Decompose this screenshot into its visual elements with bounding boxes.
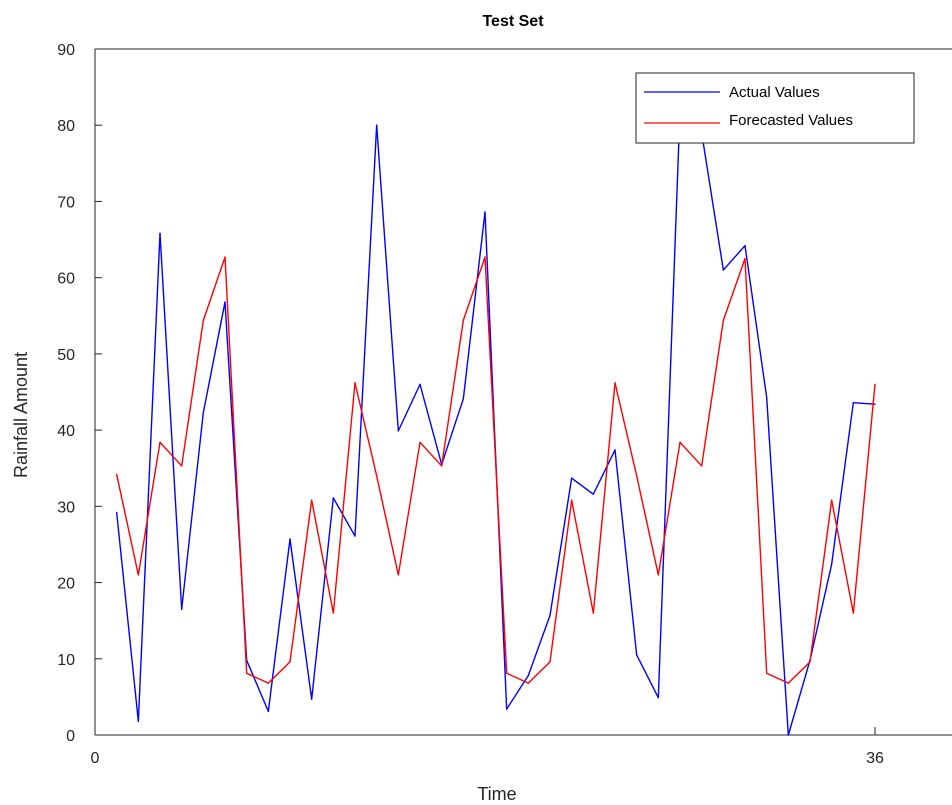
y-tick-label: 70	[57, 194, 75, 211]
x-tick-label: 0	[91, 750, 100, 767]
y-tick-label: 80	[57, 118, 75, 135]
line-segment	[440, 319, 465, 467]
line-segment	[224, 256, 248, 674]
y-tick-label: 90	[57, 42, 75, 59]
line-segment	[549, 477, 573, 617]
series-forecast	[115, 256, 876, 684]
line-segment	[332, 497, 356, 537]
line-segment	[657, 441, 681, 576]
legend-label-actual: Actual Values	[729, 84, 820, 101]
line-segment	[830, 401, 855, 565]
line-segment	[679, 441, 703, 467]
line-segment	[505, 672, 530, 684]
line-segment	[635, 475, 660, 576]
line-segment	[332, 382, 356, 614]
legend-label-forecast: Forecasted Values	[729, 112, 853, 129]
line-segment	[700, 319, 725, 467]
line-segment	[700, 132, 725, 271]
plot-area: 0 10 20 30 40 50 60 70 80 90 0 36	[57, 42, 952, 767]
y-tick-label: 20	[57, 576, 75, 593]
y-axis-ticks: 0 10 20 30 40 50 60 70 80 90	[57, 42, 102, 745]
line-segment	[570, 477, 595, 495]
line-segment	[527, 661, 551, 684]
line-segment	[354, 382, 378, 477]
chart-title: Test Set	[482, 13, 544, 30]
line-segment	[375, 124, 400, 432]
line-segment	[202, 301, 226, 414]
line-segment	[549, 499, 573, 663]
line-segment	[289, 499, 313, 663]
line-segment	[614, 382, 638, 477]
line-segment	[570, 499, 595, 614]
x-axis-ticks: 0 36	[91, 727, 884, 767]
x-tick-label: 36	[866, 750, 884, 767]
line-segment	[289, 538, 313, 700]
line-segment	[614, 449, 638, 656]
y-tick-label: 0	[66, 728, 75, 745]
line-segment	[809, 563, 833, 662]
line-segment	[115, 473, 140, 576]
line-segment	[354, 124, 378, 537]
line-segment	[375, 475, 400, 576]
line-segment	[245, 672, 270, 684]
line-segment	[462, 256, 486, 322]
line-segment	[744, 244, 768, 399]
line-segment	[722, 244, 746, 271]
line-segment	[462, 211, 486, 400]
line-segment	[419, 441, 443, 467]
line-segment	[202, 256, 226, 322]
y-tick-label: 60	[57, 271, 75, 288]
y-axis-label: Rainfall Amount	[11, 352, 31, 478]
line-segment	[245, 659, 270, 713]
line-segment	[765, 672, 790, 684]
line-segment	[115, 511, 140, 722]
line-segment	[484, 256, 508, 674]
line-segment	[787, 659, 811, 736]
line-segment	[592, 449, 616, 495]
y-tick-label: 10	[57, 652, 75, 669]
series-actual	[115, 109, 876, 736]
legend-box	[635, 72, 915, 144]
line-segment	[635, 654, 660, 699]
y-tick-label: 50	[57, 347, 75, 364]
line-segment	[592, 382, 616, 614]
x-axis-label: Time	[477, 784, 516, 804]
y-tick-label: 40	[57, 423, 75, 440]
y-tick-label: 30	[57, 499, 75, 516]
line-segment	[787, 661, 811, 684]
line-segment	[397, 441, 421, 576]
line-segment	[765, 396, 790, 736]
line-segment	[419, 383, 443, 466]
line-segment	[809, 499, 833, 663]
line-segment	[852, 383, 876, 614]
series-lines	[115, 109, 876, 736]
line-segment	[267, 538, 291, 713]
line-segment	[180, 319, 205, 467]
line-segment	[137, 441, 161, 576]
line-segment	[180, 411, 205, 610]
legend: Actual Values Forecasted Values	[635, 72, 915, 144]
line-segment	[267, 661, 291, 684]
line-segment	[397, 383, 421, 432]
line-segment	[657, 109, 681, 699]
line-segment	[159, 232, 183, 610]
line-segment	[137, 232, 161, 722]
line-segment	[440, 398, 465, 466]
line-segment	[722, 257, 746, 322]
line-segment	[310, 499, 335, 614]
line-segment	[159, 441, 183, 467]
line-segment	[505, 674, 530, 710]
line-segment	[852, 401, 876, 405]
line-segment	[830, 499, 855, 614]
line-segment	[310, 497, 335, 700]
line-segment	[527, 614, 551, 677]
line-segment	[744, 257, 768, 674]
